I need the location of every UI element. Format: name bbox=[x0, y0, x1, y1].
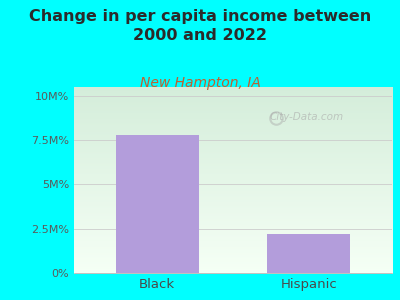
Text: Change in per capita income between
2000 and 2022: Change in per capita income between 2000… bbox=[29, 9, 371, 43]
Bar bbox=[116, 135, 199, 273]
Bar bbox=[267, 234, 350, 273]
Text: New Hampton, IA: New Hampton, IA bbox=[140, 76, 260, 91]
Text: City-Data.com: City-Data.com bbox=[269, 112, 343, 122]
